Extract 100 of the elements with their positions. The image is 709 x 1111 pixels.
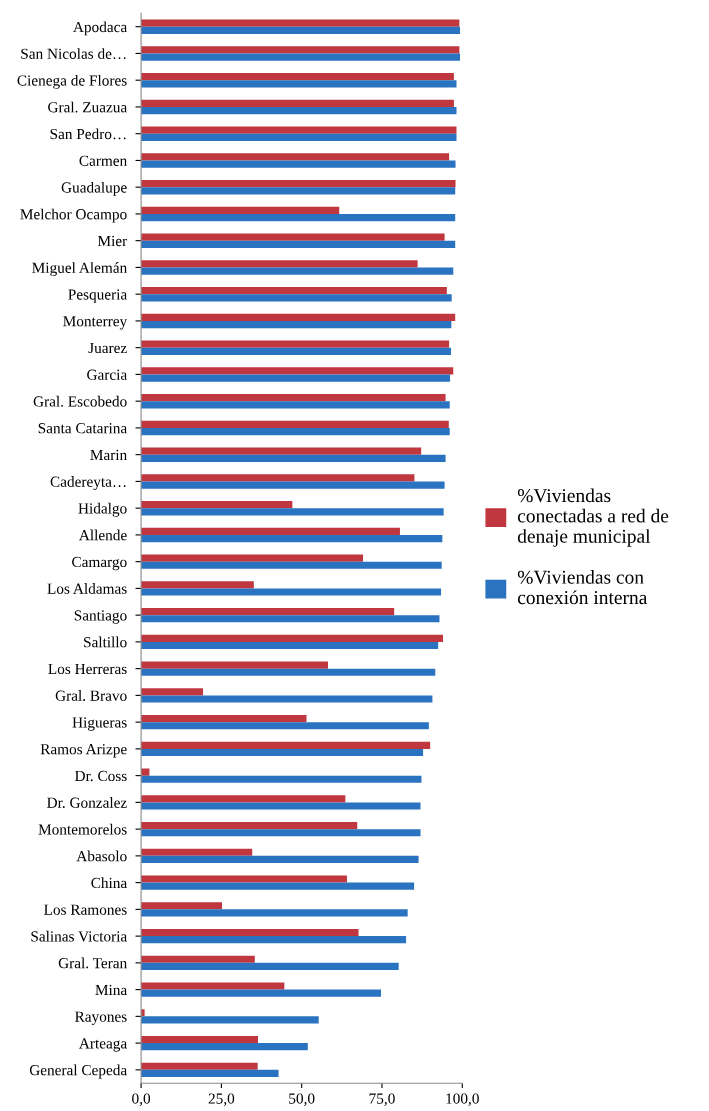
y-tick-label: Camargo <box>72 556 127 571</box>
bar <box>141 447 422 455</box>
bar <box>141 534 443 543</box>
bar <box>141 260 418 268</box>
bar <box>141 607 395 616</box>
y-tick-label: San Pedro… <box>50 128 126 140</box>
y-tick-label: Guadalupe <box>61 181 127 196</box>
y-tick-label: Melchor Ocampo <box>20 208 127 223</box>
bar <box>141 821 358 830</box>
bar <box>141 367 454 375</box>
bar <box>141 187 456 195</box>
bar <box>141 748 424 757</box>
bar <box>141 615 440 623</box>
bar <box>141 72 454 81</box>
y-tick-label: Garcia <box>87 369 127 380</box>
y-tick-label: Gral. Zuazua <box>48 101 127 113</box>
y-tick-label: Dr. Gonzalez <box>47 797 127 808</box>
bar <box>141 1035 258 1044</box>
bar <box>141 714 307 723</box>
bar <box>141 133 457 141</box>
y-tick-label: Abasolo <box>76 850 127 862</box>
bar <box>141 955 255 963</box>
x-tick-label: 50,0 <box>289 1093 315 1106</box>
bar <box>141 875 347 883</box>
bar <box>141 641 439 650</box>
bar <box>141 320 452 329</box>
y-tick-label: Gral. Escobedo <box>33 395 127 407</box>
bar <box>141 454 446 462</box>
y-tick-label: Higueras <box>72 717 127 731</box>
y-tick-label: Mina <box>95 984 127 996</box>
bar <box>141 634 443 642</box>
bar <box>141 989 382 997</box>
bar <box>141 106 457 115</box>
bar <box>141 153 450 161</box>
bar <box>141 768 150 776</box>
y-tick-label: Rayones <box>75 1011 127 1025</box>
bar <box>141 508 444 516</box>
bar <box>141 213 456 222</box>
bar <box>141 267 454 275</box>
bar <box>141 179 456 188</box>
y-tick-label: Salinas Victoria <box>31 930 127 942</box>
bar <box>141 775 422 783</box>
bar <box>141 848 253 856</box>
y-tick-label: Cadereyta… <box>50 476 126 491</box>
bar <box>141 527 400 535</box>
x-tick-label: 25,0 <box>208 1093 235 1106</box>
bar <box>141 668 436 676</box>
y-tick-label: San Nicolas de… <box>21 48 126 59</box>
bar <box>141 1069 279 1078</box>
bar <box>141 695 433 703</box>
y-tick-label: Santa Catarina <box>38 423 127 434</box>
bar <box>141 420 449 428</box>
bar <box>141 160 456 168</box>
bar <box>141 427 450 436</box>
bar <box>141 882 415 890</box>
bar <box>141 982 285 990</box>
bar <box>141 53 461 61</box>
bar <box>141 294 452 302</box>
y-tick-label: Montemorelos <box>38 823 127 835</box>
bar <box>141 829 421 837</box>
bar <box>141 286 447 295</box>
legend-label: %Viviendas conectadas a red de denaje municipal <box>517 488 669 547</box>
bar <box>141 722 429 730</box>
y-tick-label: Hidalgo <box>78 502 127 517</box>
bar <box>141 661 329 669</box>
bar <box>141 554 364 562</box>
y-tick-label: Gral. Bravo <box>55 690 127 701</box>
bar <box>141 588 442 596</box>
bar <box>141 795 346 803</box>
y-tick-label: Marin <box>90 449 127 461</box>
bar <box>141 340 450 348</box>
bar <box>141 26 461 34</box>
bar <box>141 347 452 355</box>
bar <box>141 206 340 214</box>
y-tick-label: Arteaga <box>79 1038 127 1052</box>
bar <box>141 855 419 864</box>
bar <box>141 802 421 810</box>
bar <box>141 1016 319 1024</box>
y-tick-label: Carmen <box>79 155 127 166</box>
y-tick-label: Monterrey <box>63 316 128 330</box>
x-tick-label: 75,0 <box>369 1093 395 1106</box>
y-tick-label: Los Aldamas <box>47 583 127 594</box>
bar <box>141 902 223 910</box>
y-tick-label: Gral. Teran <box>58 957 127 969</box>
y-tick-label: Apodaca <box>73 21 127 36</box>
bar <box>141 1043 308 1051</box>
bar <box>141 741 431 749</box>
bar <box>141 240 456 248</box>
y-tick-label: Cienega de Flores <box>17 74 127 89</box>
y-tick-label: Allende <box>78 529 127 541</box>
y-tick-label: Santiago <box>74 610 127 624</box>
bar <box>141 393 446 402</box>
bar <box>141 313 456 321</box>
x-tick-label: 100,0 <box>446 1093 479 1106</box>
bar <box>141 233 445 241</box>
y-tick-label: Dr. Coss <box>75 770 127 782</box>
bar <box>141 909 408 917</box>
bar <box>141 99 454 107</box>
bar <box>141 80 457 88</box>
bar <box>141 581 254 589</box>
